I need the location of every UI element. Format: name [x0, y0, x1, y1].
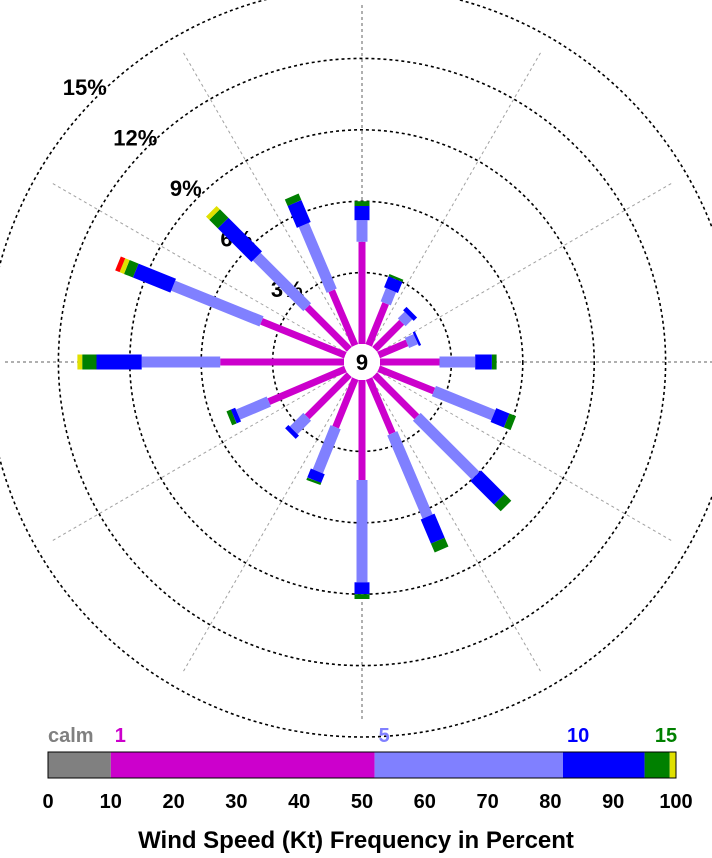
petal-67-bin-2 — [404, 334, 418, 348]
legend-bin-labels: calm 1 5 10 15 — [48, 725, 677, 747]
legend-segment-1 — [110, 752, 375, 778]
radial-gridline-12 — [57, 57, 667, 667]
radial-tick-label-15: 15% — [63, 75, 107, 100]
petal-202-bin-4 — [306, 477, 322, 485]
petal-135-bin-3 — [470, 470, 505, 505]
petal-247-bin-4 — [226, 409, 237, 426]
radial-gridline-15 — [0, 0, 712, 738]
petal-45-bin-2 — [397, 311, 413, 327]
petal-22-bin-3 — [384, 276, 403, 293]
petal-112-bin-2 — [431, 385, 496, 421]
legend-bin-label-4: 15 — [655, 725, 677, 747]
petal-157-bin-1 — [365, 377, 396, 435]
petal-225-bin-3 — [285, 424, 300, 439]
legend-tick-80: 80 — [539, 791, 561, 813]
petal-112-bin-4 — [503, 413, 517, 431]
petal-22-bin-2 — [380, 288, 397, 306]
legend-tick-60: 60 — [414, 791, 436, 813]
legend-tick-50: 50 — [351, 791, 373, 813]
petal-225-bin-2 — [289, 412, 312, 435]
petal-225-bin-1 — [304, 372, 352, 420]
azimuth-gridline — [361, 361, 541, 672]
petal-135-bin-4 — [493, 493, 512, 512]
petal-135-bin-2 — [412, 412, 480, 480]
calm-center-label: 9 — [356, 350, 368, 375]
legend-bin-label-1: 1 — [115, 725, 126, 747]
petal-202-bin-2 — [312, 425, 341, 474]
petal-315-bin-2 — [252, 252, 312, 312]
legend-tick-20: 20 — [162, 791, 184, 813]
legend-tick-100: 100 — [659, 791, 692, 813]
petal-202-bin-1 — [332, 377, 359, 429]
petal-315-bin-4 — [209, 209, 229, 229]
petal-292-bin-5 — [119, 258, 130, 274]
radial-tick-label-12: 12% — [113, 125, 157, 150]
legend-tick-40: 40 — [288, 791, 310, 813]
legend-bin-label-3: 10 — [567, 725, 589, 747]
petal-67-bin-3 — [412, 331, 422, 347]
legend-bar — [47, 751, 677, 779]
radial-gridline-9 — [129, 129, 595, 595]
petal-157-bin-4 — [430, 537, 449, 553]
petal-292-bin-1 — [260, 318, 347, 359]
legend-segment-3 — [563, 752, 645, 778]
petal-135-bin-1 — [372, 372, 420, 420]
azimuth-gridline — [361, 52, 541, 363]
petal-315-bin-3 — [217, 217, 263, 263]
petal-67-bin-1 — [377, 339, 409, 359]
calm-center: 9 — [344, 344, 380, 380]
azimuth-gridline — [183, 52, 363, 363]
azimuth-gridline — [183, 361, 363, 672]
petal-337-bin-2 — [298, 222, 337, 293]
legend-tick-30: 30 — [225, 791, 247, 813]
petal-157-bin-2 — [387, 431, 433, 519]
legend-segment-0 — [48, 752, 111, 778]
direction-petals — [77, 193, 517, 599]
petal-337-bin-1 — [328, 289, 359, 347]
petal-292-bin-4 — [123, 260, 139, 278]
legend-tick-70: 70 — [476, 791, 498, 813]
petal-292-bin-2 — [171, 280, 264, 327]
legend-tick-labels: 0 10 20 30 40 50 60 70 80 90 100 — [42, 791, 692, 813]
radial-tick-label-9: 9% — [170, 176, 202, 201]
petal-292-bin-3 — [132, 263, 177, 293]
speed-legend: calm 1 5 10 15 0 10 20 30 40 50 60 70 80 90 100 Wind S… — [42, 725, 692, 854]
petal-22-bin-4 — [388, 274, 404, 282]
legend-bin-label-0: calm — [48, 725, 94, 747]
legend-bar-outline — [47, 751, 677, 779]
petal-247-bin-2 — [235, 396, 271, 420]
petal-292-bin-6 — [115, 256, 126, 273]
petal-45-bin-1 — [372, 319, 405, 352]
petal-337-bin-3 — [287, 200, 311, 228]
petal-247-bin-3 — [230, 407, 242, 424]
legend-tick-10: 10 — [100, 791, 122, 813]
petal-112-bin-1 — [377, 365, 436, 395]
petal-315-bin-1 — [304, 304, 352, 352]
petal-45-bin-3 — [403, 306, 418, 321]
petal-337-bin-4 — [284, 193, 302, 206]
petal-22-bin-1 — [365, 302, 389, 347]
petal-157-bin-3 — [420, 513, 445, 544]
legend-tick-90: 90 — [602, 791, 624, 813]
petal-112-bin-3 — [490, 408, 510, 428]
legend-segment-5 — [669, 752, 676, 778]
petal-202-bin-3 — [307, 468, 325, 484]
legend-segment-4 — [644, 752, 670, 778]
legend-xlabel: Wind Speed (Kt) Frequency in Percent — [138, 827, 574, 854]
petal-315-bin-5 — [205, 205, 220, 220]
legend-bin-label-2: 5 — [379, 725, 390, 747]
legend-tick-0: 0 — [42, 791, 53, 813]
petal-247-bin-1 — [267, 365, 347, 405]
legend-segment-2 — [374, 752, 563, 778]
